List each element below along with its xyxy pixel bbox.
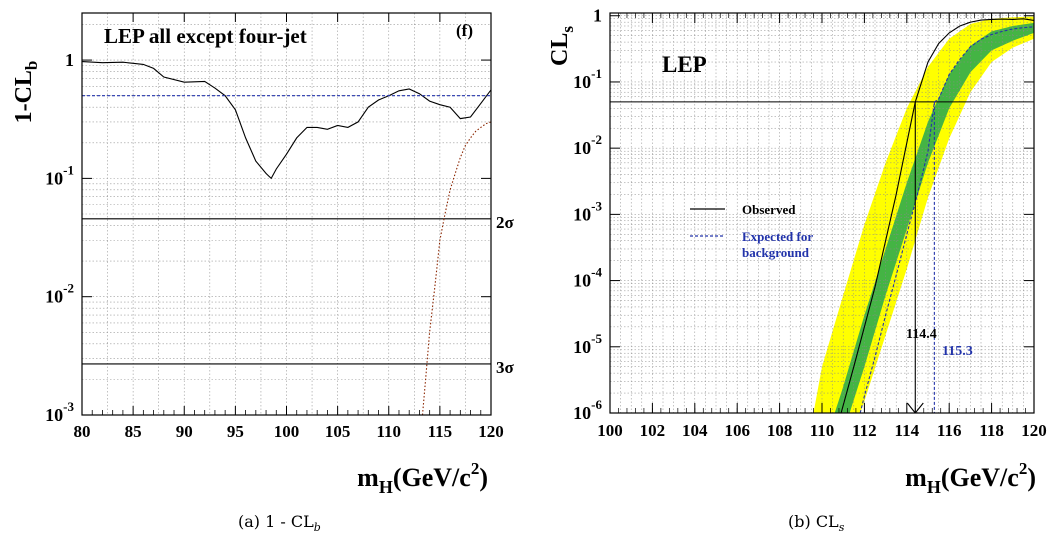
panel-a-y-tick-label: 10-1	[45, 162, 74, 188]
panel-b-y-tick-label: 10-2	[573, 132, 602, 158]
svg-text:1-CLb: 1-CLb	[11, 61, 41, 124]
panel-a-x-tick-label: 120	[478, 422, 504, 441]
panel-a-grid	[81, 13, 492, 416]
panel-b-y-tick-label: 1	[593, 6, 602, 26]
panel-b-x-tick-label: 118	[979, 421, 1004, 440]
caption-panel-a: (a) 1 - CLb	[238, 512, 321, 535]
panel-b-x-tick-label: 116	[937, 421, 962, 440]
panel-a-sigma-label: 2σ	[496, 213, 515, 232]
panel-b-x-tick-label: 114	[895, 421, 920, 440]
chart-panel-b: 100 102 104 106 108 110 112 114 116 118 120 1 10-1 10…	[547, 6, 1047, 497]
panel-b-y-tick-label: 10-5	[573, 331, 602, 357]
panel-b-x-tick-label: 104	[682, 421, 708, 440]
panel-a-y-tick-label: 1	[65, 50, 74, 70]
panel-b-limit-arrow	[906, 402, 924, 413]
panel-b-marks	[813, 16, 1034, 413]
panel-a-x-axis-label: mH(GeV/c2)	[357, 459, 488, 497]
panel-b-tick-labels: 100 102 104 106 108 110 112 114 116 118 120 1 10-1 10…	[573, 6, 1047, 440]
panel-b-series-line	[840, 18, 1034, 413]
panel-b-y-axis-label: CLs	[547, 26, 577, 66]
annotation-expected-limit: 115.3	[942, 344, 973, 359]
panel-b-x-tick-label: 106	[724, 421, 750, 440]
legend-expected-label-line1: Expected for	[742, 229, 813, 244]
caption-panel-b: (b) CLs	[788, 512, 845, 535]
panel-a-title: LEP all except four-jet	[104, 24, 307, 48]
panel-b-x-tick-label: 102	[640, 421, 666, 440]
panel-a-y-tick-label: 10-3	[45, 399, 74, 425]
panel-b-x-tick-label: 120	[1021, 421, 1047, 440]
panel-a-axis-ticks	[81, 13, 492, 416]
panel-b-lines	[610, 18, 1034, 413]
panel-b-y-tick-label: 10-4	[573, 265, 602, 291]
panel-b-x-tick-label: 100	[597, 421, 623, 440]
panel-b-grid	[609, 13, 1035, 414]
panel-a-x-tick-label: 110	[376, 422, 401, 441]
legend-expected-label-line2: background	[742, 245, 810, 260]
panel-b-y-tick-label: 10-1	[573, 66, 602, 92]
panel-b-legend: Observed Expected for background	[690, 202, 813, 260]
panel-a-x-tick-label: 115	[428, 422, 453, 441]
panel-a-sigma-label: 3σ	[496, 358, 515, 377]
panel-a-x-tick-label: 100	[274, 422, 300, 441]
panel-a-y-tick-label: 10-2	[45, 281, 74, 307]
panel-a-series-line	[82, 61, 491, 180]
panel-b-x-tick-label: 112	[852, 421, 877, 440]
annotation-observed-limit: 114.4	[906, 327, 937, 342]
panel-b-band-1-sigma	[834, 22, 1034, 413]
panel-a-x-tick-label: 105	[325, 422, 351, 441]
panel-a-y-axis-label: 1-CLb	[11, 61, 41, 124]
panel-b-title: LEP	[662, 52, 707, 77]
legend-observed-label: Observed	[742, 202, 796, 217]
panel-b-axis-ticks	[609, 13, 1035, 414]
panel-b-x-axis-label: mH(GeV/c2)	[905, 459, 1036, 497]
panel-b-x-tick-label: 108	[767, 421, 793, 440]
panel-a-tag: (f)	[456, 21, 473, 40]
panel-a-x-tick-label: 80	[74, 422, 91, 441]
panel-a-x-tick-label: 95	[227, 422, 244, 441]
svg-text:CLs: CLs	[547, 26, 577, 66]
panel-a-x-tick-label: 90	[176, 422, 193, 441]
chart-panel-a: 2σ 3σ 80 85 90 95 100 105 110 115 120 1 10-1 10-2 10-3…	[11, 12, 515, 497]
panel-b-y-tick-label: 10-3	[573, 198, 602, 224]
panel-b-y-tick-label: 10-6	[573, 397, 602, 423]
panel-b-x-tick-label: 110	[810, 421, 835, 440]
panel-a-marks	[82, 61, 491, 415]
panel-b-series-line	[859, 26, 1034, 413]
panel-a-tick-labels: 2σ 3σ 80 85 90 95 100 105 110 115 120 1 10-1 10-2 10-3	[45, 50, 514, 441]
panel-a-x-tick-label: 85	[125, 422, 142, 441]
panel-a-series-line	[421, 121, 491, 415]
